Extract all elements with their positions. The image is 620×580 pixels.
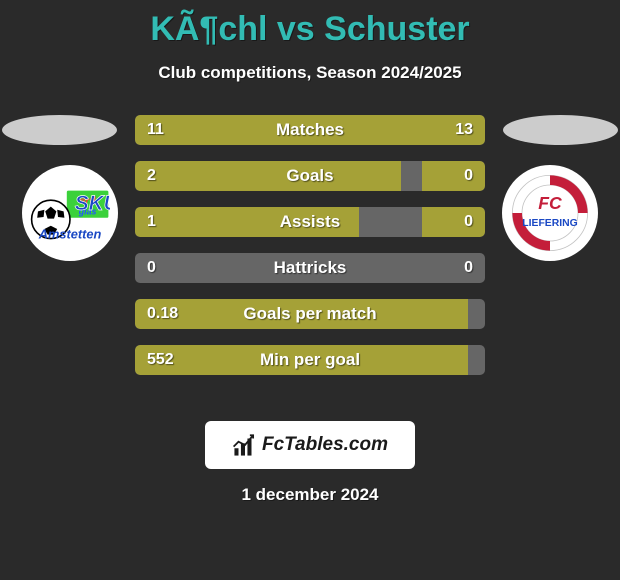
svg-text:LIEFERING: LIEFERING [522, 218, 577, 229]
stat-label: Matches [135, 115, 485, 145]
stat-row: 10Assists [135, 207, 485, 237]
stat-label: Goals per match [135, 299, 485, 329]
team-logo-left: ertl glas SKU Amstetten [22, 165, 118, 261]
svg-text:SKU: SKU [75, 192, 110, 215]
sku-amstetten-logo-icon: ertl glas SKU Amstetten [30, 173, 110, 253]
player-silhouette-right [503, 115, 618, 145]
comparison-panel: ertl glas SKU Amstetten FC LIEFERING 111… [0, 115, 620, 415]
brand-badge: FcTables.com [205, 421, 415, 469]
player-silhouette-left [2, 115, 117, 145]
stat-row: 0.18Goals per match [135, 299, 485, 329]
stat-row: 00Hattricks [135, 253, 485, 283]
stat-label: Goals [135, 161, 485, 191]
date-label: 1 december 2024 [0, 485, 620, 505]
stat-bars: 1113Matches 20Goals 10Assists 00Hattricks 0.… [135, 115, 485, 391]
svg-text:FC: FC [538, 193, 562, 213]
page-title: KÃ¶chl vs Schuster [0, 0, 620, 49]
brand-chart-icon [232, 432, 258, 458]
team-logo-right: FC LIEFERING [502, 165, 598, 261]
stat-row: 1113Matches [135, 115, 485, 145]
subtitle: Club competitions, Season 2024/2025 [0, 63, 620, 83]
stat-label: Hattricks [135, 253, 485, 283]
fc-liefering-logo-icon: FC LIEFERING [510, 173, 590, 253]
svg-text:Amstetten: Amstetten [38, 227, 102, 242]
stat-row: 552Min per goal [135, 345, 485, 375]
brand-text: FcTables.com [262, 434, 388, 456]
stat-row: 20Goals [135, 161, 485, 191]
stat-label: Assists [135, 207, 485, 237]
stat-label: Min per goal [135, 345, 485, 375]
